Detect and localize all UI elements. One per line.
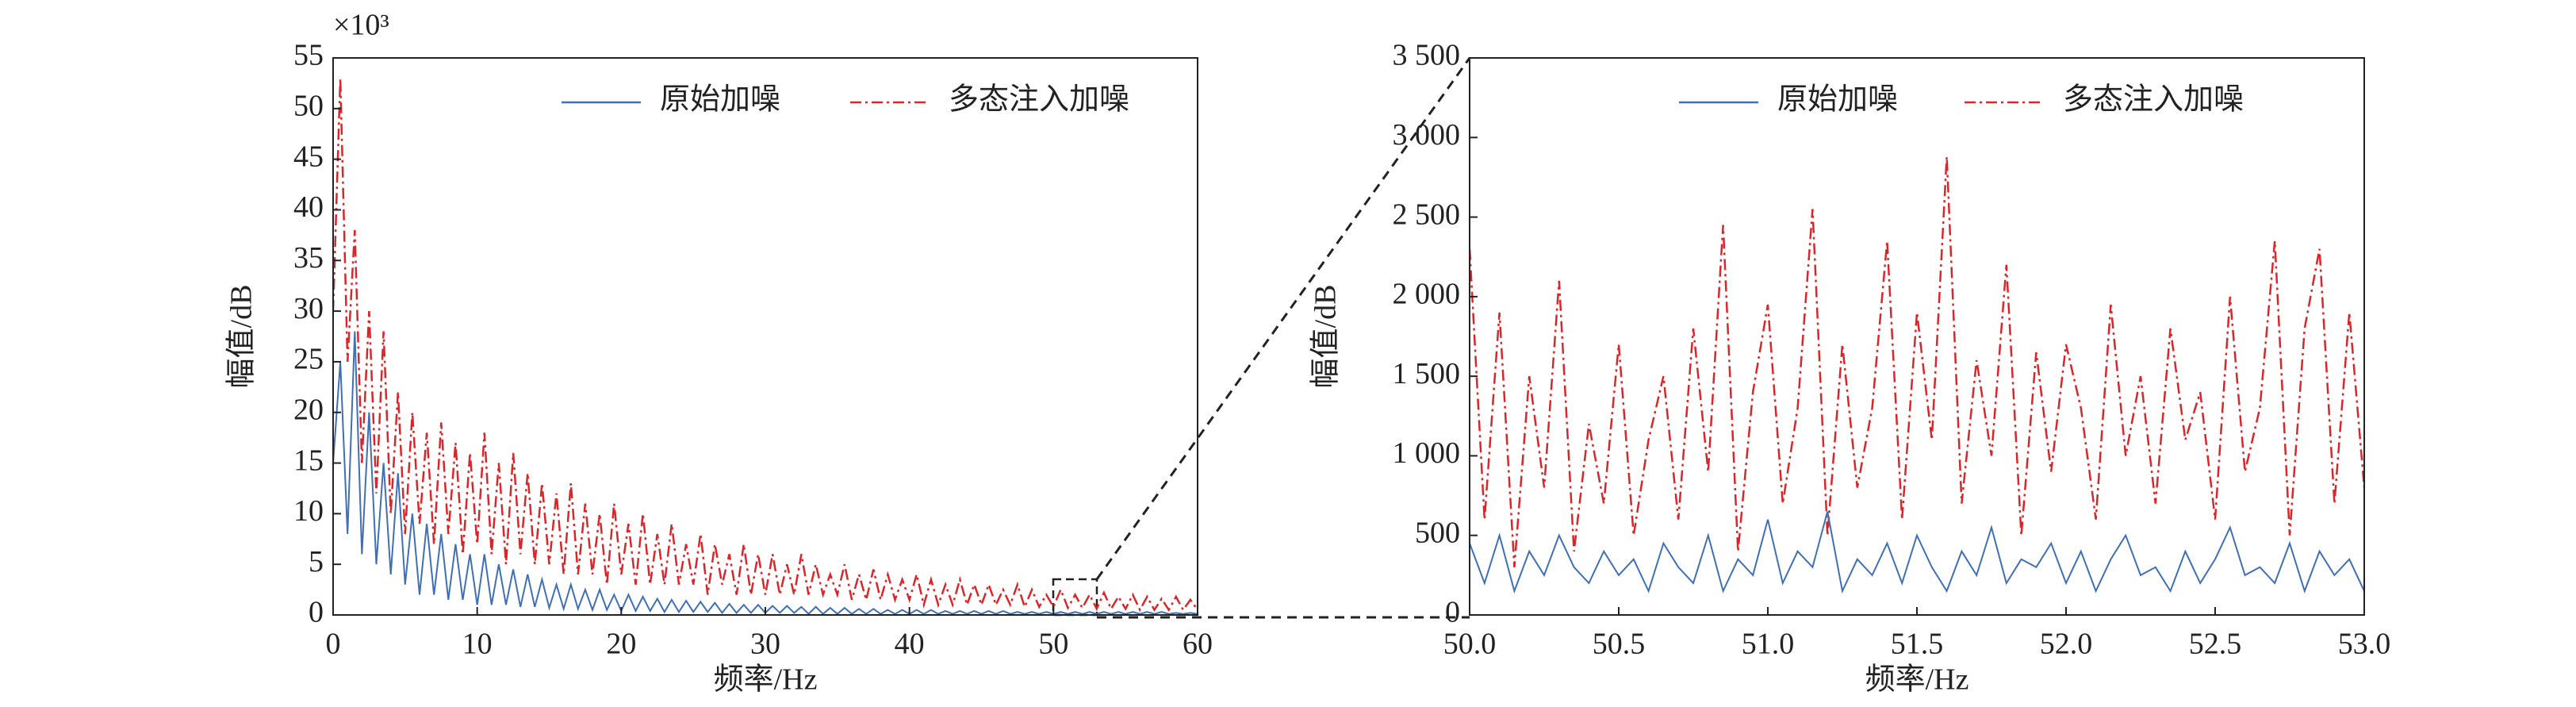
zoom-connector [1095,57,1471,580]
x-tick-label: 40 [895,628,925,661]
data-line [333,331,1198,615]
y-tick-label: 10 [293,494,324,528]
legend-label: 多态注入加噪 [949,83,1129,117]
y-tick-label: 15 [293,444,324,477]
x-tick-label: 50 [1038,628,1068,661]
y-tick-label: 1 000 [1393,436,1461,470]
y-tick-label: 35 [293,241,324,275]
x-tick-label: 51.0 [1742,628,1795,661]
y-tick-label: 1 500 [1393,357,1461,390]
y-tick-label: 5 [309,545,324,578]
y-axis-label: 幅值/dB [1309,285,1343,389]
x-tick-label: 0 [326,628,341,661]
legend-label: 原始加噪 [660,83,780,117]
y-tick-label: 45 [293,140,324,173]
y-tick-label: 25 [293,343,324,376]
x-tick-label: 20 [606,628,636,661]
x-tick-label: 50.0 [1443,628,1497,661]
y-axis-label: 幅值/dB [225,285,259,389]
legend-label: 多态注入加噪 [2063,83,2244,117]
y-tick-label: 30 [293,292,324,325]
x-tick-label: 10 [462,628,493,661]
x-tick-label: 52.0 [2040,628,2093,661]
x-tick-label: 30 [750,628,780,661]
zoom-box [1052,578,1098,617]
y-tick-label: 40 [293,190,324,224]
x-axis-label: 频率/Hz [1865,663,1969,697]
y-tick-label: 500 [1415,516,1460,549]
data-line [333,78,1198,613]
axis-multiplier: ×10³ [333,9,389,42]
data-line [1470,156,2364,567]
y-tick-label: 0 [1445,596,1460,629]
x-tick-label: 51.5 [1891,628,1944,661]
x-tick-label: 52.5 [2189,628,2242,661]
x-axis-label: 频率/Hz [714,663,818,697]
y-tick-label: 3 000 [1393,118,1461,152]
y-tick-label: 0 [309,596,324,629]
plot-frame [1469,57,2365,616]
x-tick-label: 60 [1183,628,1213,661]
y-tick-label: 50 [293,90,324,123]
y-tick-label: 3 500 [1393,39,1461,72]
legend-label: 原始加噪 [1777,83,1898,117]
y-tick-label: 2 500 [1393,198,1461,231]
data-line [1470,511,2364,594]
x-tick-label: 53.0 [2338,628,2391,661]
y-tick-label: 55 [293,39,324,72]
y-tick-label: 20 [293,393,324,426]
x-tick-label: 50.5 [1593,628,1646,661]
y-tick-label: 2 000 [1393,278,1461,311]
plot-frame [332,57,1198,616]
